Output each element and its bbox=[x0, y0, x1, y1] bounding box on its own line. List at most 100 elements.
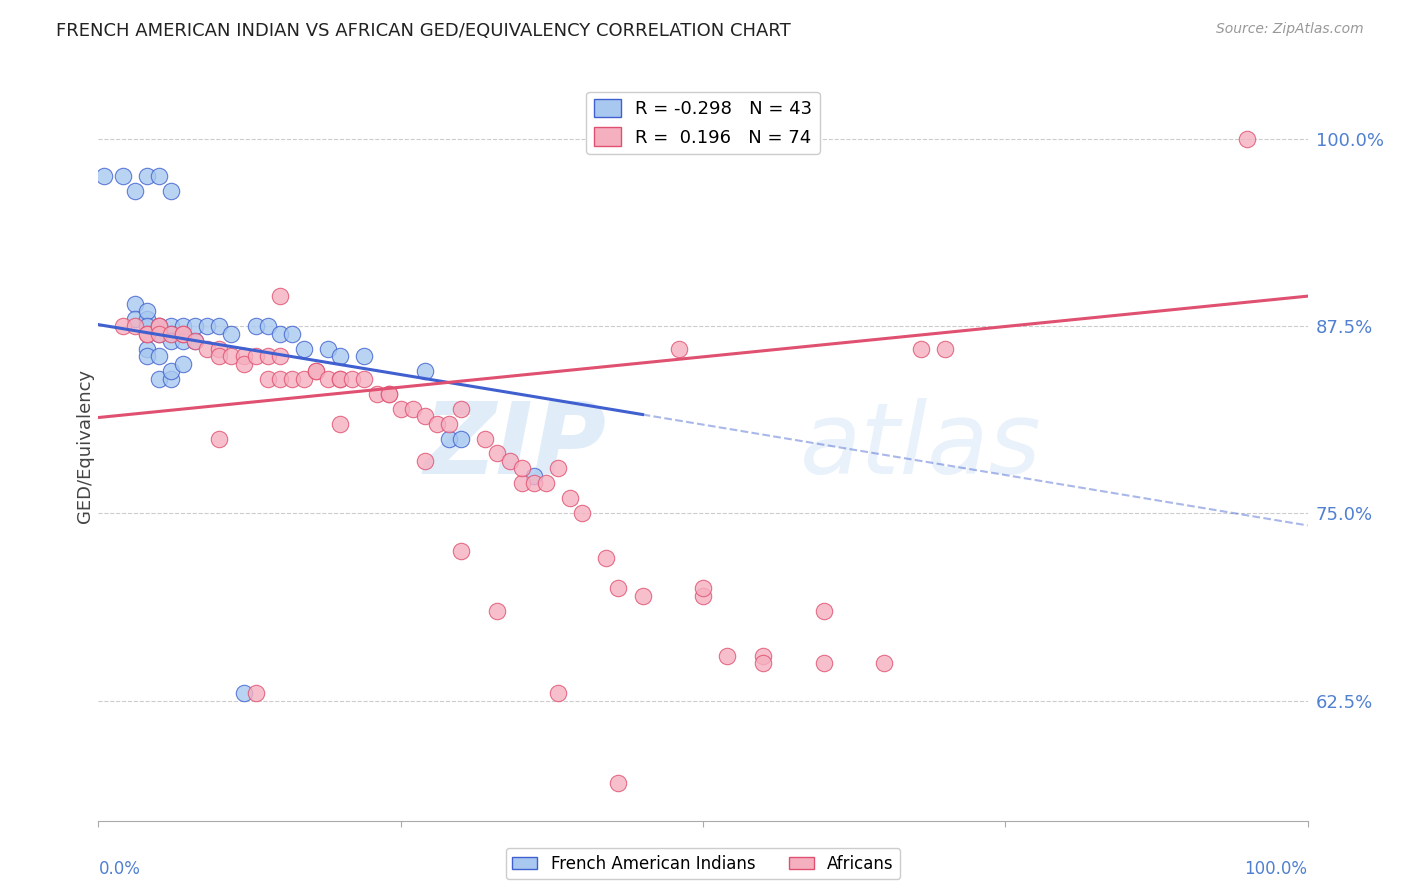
Point bbox=[329, 371, 352, 385]
Point bbox=[160, 371, 183, 385]
Point bbox=[934, 342, 956, 356]
Legend: French American Indians, Africans: French American Indians, Africans bbox=[506, 848, 900, 880]
Text: atlas: atlas bbox=[800, 398, 1042, 494]
Point bbox=[329, 349, 352, 363]
Point bbox=[437, 432, 460, 446]
Point bbox=[124, 319, 146, 334]
Point bbox=[148, 319, 170, 334]
Point bbox=[692, 582, 714, 596]
Point bbox=[547, 461, 569, 475]
Point bbox=[281, 371, 304, 385]
Point bbox=[269, 289, 291, 303]
Point bbox=[135, 311, 157, 326]
Point bbox=[571, 507, 593, 521]
Point bbox=[148, 326, 170, 341]
Point bbox=[208, 319, 231, 334]
Point bbox=[426, 417, 449, 431]
Point bbox=[111, 169, 134, 184]
Point bbox=[486, 604, 509, 618]
Point bbox=[160, 326, 183, 341]
Point bbox=[195, 342, 218, 356]
Point bbox=[342, 371, 364, 385]
Point bbox=[813, 604, 835, 618]
Point bbox=[172, 319, 194, 334]
Point bbox=[353, 349, 375, 363]
Point bbox=[534, 476, 557, 491]
Point bbox=[269, 349, 291, 363]
Point bbox=[595, 551, 617, 566]
Point bbox=[813, 657, 835, 671]
Point bbox=[245, 319, 267, 334]
Point bbox=[124, 296, 146, 310]
Point bbox=[160, 319, 183, 334]
Point bbox=[377, 386, 399, 401]
Point bbox=[172, 334, 194, 348]
Point bbox=[752, 657, 775, 671]
Point bbox=[305, 364, 328, 378]
Point bbox=[389, 401, 412, 416]
Point bbox=[184, 334, 207, 348]
Point bbox=[148, 371, 170, 385]
Point bbox=[752, 648, 775, 663]
Point bbox=[305, 364, 328, 378]
Point bbox=[135, 342, 157, 356]
Point bbox=[256, 349, 278, 363]
Point bbox=[281, 326, 304, 341]
Point bbox=[135, 304, 157, 318]
Point bbox=[221, 326, 243, 341]
Point bbox=[208, 349, 231, 363]
Point bbox=[316, 342, 339, 356]
Point bbox=[172, 326, 194, 341]
Point bbox=[910, 342, 932, 356]
Point bbox=[353, 371, 375, 385]
Point bbox=[716, 648, 738, 663]
Point bbox=[269, 371, 291, 385]
Point bbox=[292, 342, 315, 356]
Point bbox=[377, 386, 399, 401]
Point bbox=[510, 461, 533, 475]
Point bbox=[135, 349, 157, 363]
Point bbox=[160, 364, 183, 378]
Point bbox=[135, 326, 157, 341]
Point bbox=[245, 349, 267, 363]
Point bbox=[631, 589, 654, 603]
Text: ZIP: ZIP bbox=[423, 398, 606, 494]
Point bbox=[148, 349, 170, 363]
Point bbox=[523, 469, 546, 483]
Point bbox=[316, 371, 339, 385]
Point bbox=[547, 686, 569, 700]
Point bbox=[148, 319, 170, 334]
Point bbox=[450, 544, 472, 558]
Point bbox=[93, 169, 115, 184]
Point bbox=[413, 409, 436, 423]
Point bbox=[232, 357, 254, 371]
Point bbox=[668, 342, 690, 356]
Point bbox=[148, 319, 170, 334]
Point bbox=[148, 169, 170, 184]
Point bbox=[450, 432, 472, 446]
Point bbox=[184, 334, 207, 348]
Point bbox=[558, 491, 581, 506]
Point bbox=[195, 319, 218, 334]
Point bbox=[523, 476, 546, 491]
Point bbox=[607, 582, 630, 596]
Point bbox=[474, 432, 496, 446]
Point bbox=[450, 401, 472, 416]
Point bbox=[873, 657, 896, 671]
Point bbox=[232, 349, 254, 363]
Point bbox=[135, 169, 157, 184]
Text: Source: ZipAtlas.com: Source: ZipAtlas.com bbox=[1216, 22, 1364, 37]
Point bbox=[329, 417, 352, 431]
Point bbox=[208, 342, 231, 356]
Point bbox=[486, 446, 509, 460]
Legend: R = -0.298   N = 43, R =  0.196   N = 74: R = -0.298 N = 43, R = 0.196 N = 74 bbox=[586, 92, 820, 153]
Point bbox=[124, 184, 146, 198]
Point bbox=[135, 319, 157, 334]
Point bbox=[437, 417, 460, 431]
Point bbox=[366, 386, 388, 401]
Text: 100.0%: 100.0% bbox=[1244, 860, 1308, 878]
Point bbox=[402, 401, 425, 416]
Point bbox=[208, 432, 231, 446]
Point bbox=[498, 454, 520, 468]
Point bbox=[510, 476, 533, 491]
